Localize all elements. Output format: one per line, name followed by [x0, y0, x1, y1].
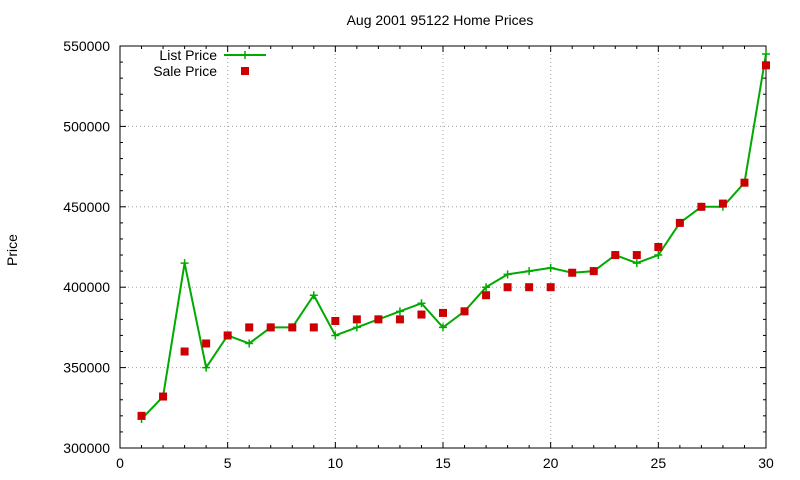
sale-price-point [568, 268, 577, 277]
sale-price-point [740, 178, 749, 187]
chart-title: Aug 2001 95122 Home Prices [346, 12, 534, 28]
sale-price-point [675, 218, 684, 227]
list-price-point [309, 291, 318, 300]
sale-price-point [202, 339, 211, 348]
x-tick-label: 15 [435, 455, 451, 471]
y-tick-label: 500000 [63, 118, 110, 134]
x-tick-label: 0 [116, 455, 124, 471]
sale-price-point [180, 347, 189, 356]
x-axis-ticks: 0 5 10 15 20 25 30 [116, 46, 774, 471]
y-axis-ticks: 300000 350000 400000 450000 500000 550000 [63, 38, 766, 456]
legend-marker-sale-price [241, 67, 249, 75]
list-price-point [654, 251, 663, 260]
list-price-point [482, 283, 491, 292]
list-price-point [331, 331, 340, 340]
y-tick-label: 450000 [63, 199, 110, 215]
x-tick-label: 25 [651, 455, 667, 471]
sale-price-point [654, 243, 663, 251]
y-tick-label: 300000 [63, 440, 110, 456]
sale-price-point [697, 202, 706, 211]
sale-price-point [546, 283, 555, 292]
sale-price-point [352, 315, 361, 324]
list-price-point [525, 267, 534, 276]
list-price-point [180, 259, 189, 268]
list-price-line [140, 53, 767, 420]
x-tick-label: 5 [224, 455, 232, 471]
list-price-point [245, 339, 254, 348]
y-tick-label: 350000 [63, 360, 110, 376]
sale-price-point [331, 316, 340, 325]
list-price-point [503, 270, 512, 279]
x-tick-label: 20 [543, 455, 559, 471]
list-price-point [632, 259, 641, 268]
list-price-point [395, 307, 404, 316]
sale-price-point [245, 323, 254, 332]
sale-price-point [611, 251, 620, 260]
legend-label-list-price: List Price [159, 47, 217, 63]
sale-price-point [137, 411, 146, 420]
x-tick-label: 30 [758, 455, 774, 471]
sale-price-point [309, 323, 318, 332]
sale-price-point [159, 392, 168, 401]
sale-price-point [762, 61, 770, 70]
list-price-point [546, 263, 555, 272]
legend-label-sale-price: Sale Price [153, 63, 217, 79]
sale-price-point [417, 310, 426, 319]
sale-price-point [525, 283, 534, 292]
sale-price-point [482, 291, 491, 300]
x-tick-label: 10 [328, 455, 344, 471]
sale-price-point [589, 267, 598, 276]
sale-price-point [374, 315, 383, 324]
list-price-point [417, 299, 426, 308]
sale-price-point [503, 283, 512, 292]
list-price-point [202, 363, 211, 372]
grid-lines [120, 46, 766, 448]
sale-price-point [632, 251, 641, 260]
y-tick-label: 550000 [63, 38, 110, 54]
list-price-point [762, 50, 770, 59]
sale-price-point [439, 308, 447, 317]
y-tick-label: 400000 [63, 279, 110, 295]
list-price-point [352, 323, 361, 332]
sale-price-point [460, 307, 469, 316]
list-price-point [439, 323, 447, 332]
sale-price-point [395, 315, 404, 324]
sale-price-point [288, 323, 297, 332]
sale-price-point [266, 323, 275, 332]
legend-marker-list-price [241, 51, 249, 59]
sale-price-point [223, 331, 232, 340]
series-sale-price [137, 61, 770, 420]
sale-price-point [718, 199, 727, 208]
